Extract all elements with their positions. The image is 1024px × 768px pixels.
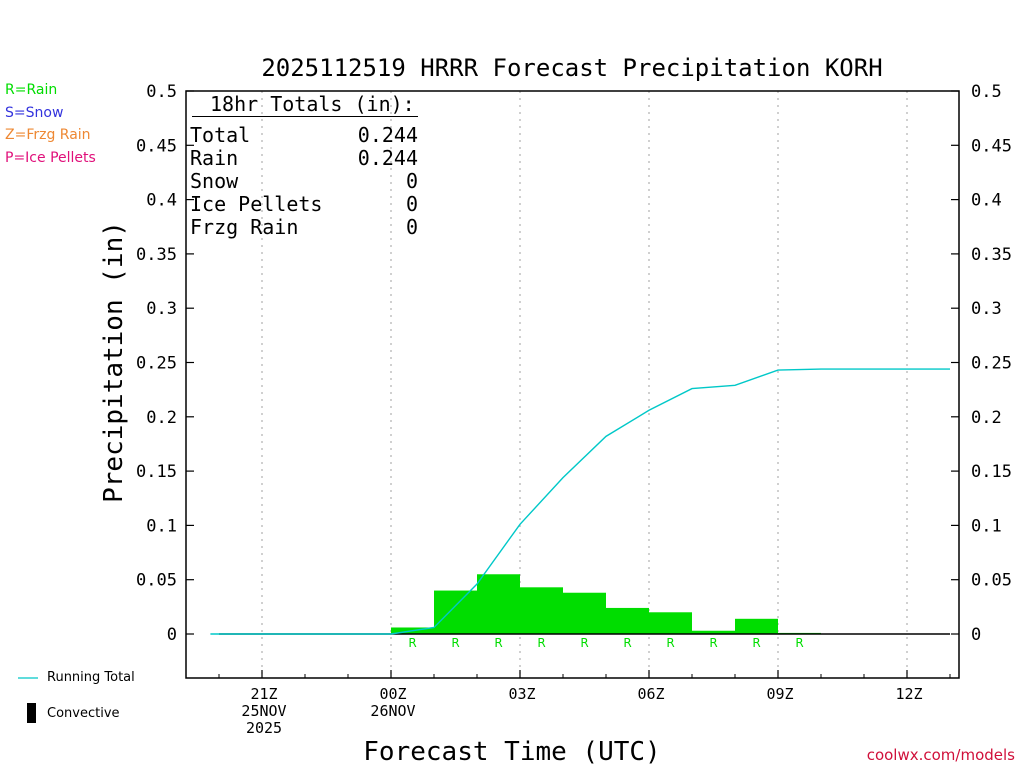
running-total-line (210, 368, 950, 635)
credit-link[interactable]: coolwx.com/models (866, 746, 1015, 764)
precip-bar (649, 612, 692, 634)
precip-bar (692, 630, 735, 634)
totals-label: Rain (190, 146, 239, 170)
ptype-label: R (451, 636, 459, 650)
totals-row-total: Total 0.244 (190, 124, 418, 147)
precip-bar (735, 618, 778, 634)
y-tick-label-right: 0.35 (971, 245, 1012, 265)
totals-row-frzg-rain: Frzg Rain 0 (190, 216, 418, 239)
totals-row-snow: Snow 0 (190, 170, 418, 193)
precip-bar (520, 587, 563, 634)
precip-bar (477, 574, 520, 634)
y-tick-label-right: 0.2 (971, 408, 1002, 428)
precip-bar (563, 592, 606, 634)
totals-label: Total (190, 123, 251, 147)
y-tick-label-left: 0.35 (136, 245, 177, 265)
ptype-label: R (408, 636, 416, 650)
y-tick-label-left: 0.1 (146, 516, 177, 536)
y-tick-label-right: 0.4 (971, 191, 1002, 211)
totals-label: Frzg Rain (190, 215, 299, 239)
ptype-label: R (752, 636, 760, 650)
totals-row-ice-pellets: Ice Pellets 0 (190, 193, 418, 216)
convective-legend-swatch (27, 703, 36, 723)
y-axis-label: Precipitation (in) (99, 221, 129, 503)
y-tick-label-right: 0.05 (971, 571, 1012, 591)
ptype-legend-frzg-rain: Z=Frzg Rain (5, 127, 91, 143)
ptype-label: R (623, 636, 631, 650)
precip-bar (434, 590, 477, 634)
totals-header: 18hr Totals (in): (210, 92, 415, 116)
y-tick-label-right: 0.25 (971, 354, 1012, 374)
ptype-legend-snow: S=Snow (5, 105, 64, 121)
x-tick-label: 00Z (379, 685, 406, 703)
running-total-legend-label: Running Total (47, 670, 135, 685)
x-tick-label: 06Z (637, 685, 664, 703)
y-tick-label-left: 0.15 (136, 462, 177, 482)
totals-box: 18hr Totals (in): Total 0.244 Rain 0.244… (190, 93, 420, 243)
ptype-label: R (666, 636, 674, 650)
totals-row-rain: Rain 0.244 (190, 147, 418, 170)
totals-value: 0.244 (357, 123, 418, 147)
x-tick-label: 12Z (895, 685, 922, 703)
totals-value: 0 (405, 192, 418, 216)
y-tick-label-right: 0.45 (971, 136, 1012, 156)
y-tick-label-left: 0.3 (146, 299, 177, 319)
ptype-legend-ice-pellets: P=Ice Pellets (5, 150, 96, 166)
ptype-legend-rain: R=Rain (5, 82, 58, 98)
x-tick-label: 21Z (250, 685, 277, 703)
x-tick-label: 2025 (246, 719, 282, 737)
y-tick-label-right: 0.3 (971, 299, 1002, 319)
y-tick-label-left: 0.2 (146, 408, 177, 428)
y-tick-label-right: 0 (971, 625, 981, 645)
y-tick-label-right: 0.15 (971, 462, 1012, 482)
ptype-label: R (537, 636, 545, 650)
totals-value: 0 (405, 169, 418, 193)
y-tick-label-left: 0.25 (136, 354, 177, 374)
totals-underline (192, 116, 418, 117)
y-tick-label-left: 0.5 (146, 82, 177, 102)
x-tick-label: 25NOV (241, 702, 286, 720)
convective-legend-label: Convective (47, 706, 120, 721)
precip-bar (606, 607, 649, 634)
y-tick-label-left: 0 (167, 625, 177, 645)
x-tick-label: 09Z (766, 685, 793, 703)
totals-value: 0 (405, 215, 418, 239)
y-tick-label-right: 0.1 (971, 516, 1002, 536)
x-tick-label: 03Z (508, 685, 535, 703)
y-tick-label-right: 0.5 (971, 82, 1002, 102)
chart-title: 2025112519 HRRR Forecast Precipitation K… (261, 54, 882, 82)
ptype-label: R (709, 636, 717, 650)
plot-frame (185, 90, 960, 679)
totals-label: Snow (190, 169, 239, 193)
y-tick-label-left: 0.4 (146, 191, 177, 211)
x-axis-label: Forecast Time (UTC) (363, 737, 660, 767)
ptype-label: R (580, 636, 588, 650)
ptype-label: R (795, 636, 803, 650)
ptype-label: R (494, 636, 502, 650)
totals-value: 0.244 (357, 146, 418, 170)
x-tick-label: 26NOV (370, 702, 415, 720)
y-tick-label-left: 0.45 (136, 136, 177, 156)
totals-label: Ice Pellets (190, 192, 323, 216)
y-tick-label-left: 0.05 (136, 571, 177, 591)
